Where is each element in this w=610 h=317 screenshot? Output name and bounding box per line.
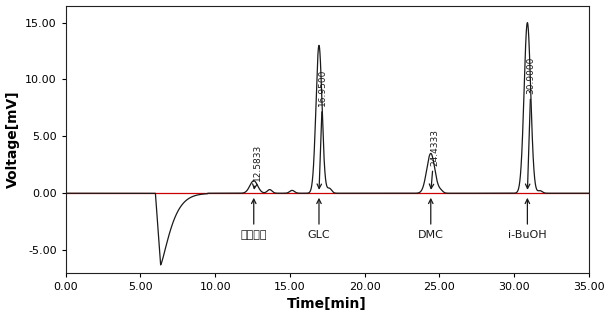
Text: 30.9000: 30.9000	[525, 56, 536, 189]
Text: 24.4333: 24.4333	[429, 129, 439, 189]
Text: 12.5833: 12.5833	[253, 143, 262, 189]
Text: GLC: GLC	[307, 199, 330, 240]
Text: i-BuOH: i-BuOH	[508, 199, 547, 240]
Y-axis label: Voltage[mV]: Voltage[mV]	[5, 90, 20, 188]
Text: 16.9500: 16.9500	[317, 69, 327, 189]
Text: 글리세롤: 글리세롤	[240, 199, 267, 240]
Text: DMC: DMC	[418, 199, 443, 240]
X-axis label: Time[min]: Time[min]	[287, 297, 367, 311]
